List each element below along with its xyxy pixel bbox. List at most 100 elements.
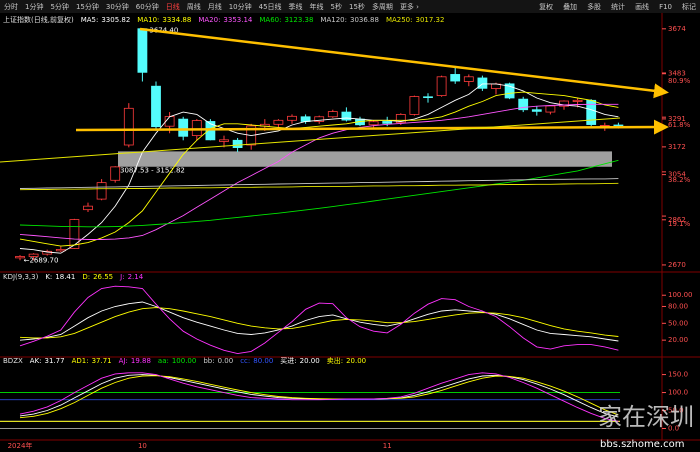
toolbar-item[interactable]: 分时	[4, 2, 18, 11]
legend-value: 80.00	[253, 357, 273, 365]
y-tick-label: 100.0	[668, 389, 688, 397]
toolbar-item[interactable]: 复权	[539, 2, 553, 11]
legend-value: 3305.82	[101, 16, 130, 24]
toolbar-item[interactable]: 标记	[682, 2, 696, 11]
candle-body	[395, 114, 406, 124]
legend-name: AD1:	[72, 357, 89, 365]
toolbar-item[interactable]: 15秒	[349, 2, 365, 11]
toolbar-item[interactable]: 1分钟	[25, 2, 43, 11]
toolbar-item[interactable]: 60分钟	[136, 2, 159, 11]
watermark-title: 家在深圳	[598, 403, 694, 431]
indicator-line	[19, 301, 619, 342]
y-tick-label: 3483	[668, 70, 686, 78]
indicator-line	[19, 285, 619, 355]
candle-body	[463, 76, 474, 82]
y-tick-label: 61.8%	[668, 121, 691, 129]
candle-body	[28, 253, 39, 257]
candle-body	[83, 205, 93, 211]
watermark: 家在深圳 bbs.szhome.com	[598, 403, 694, 450]
legend-value: 3017.32	[416, 16, 445, 24]
legend-name: J:	[119, 273, 124, 281]
candle-body	[15, 256, 25, 259]
toolbar-item[interactable]: 45日线	[259, 2, 282, 11]
toolbar-item[interactable]: 周线	[187, 2, 201, 11]
legend-name: 卖出:	[327, 356, 343, 365]
toolbar-item[interactable]: 季线	[289, 2, 303, 11]
candle-body	[219, 139, 229, 142]
legend-name: AK:	[30, 357, 42, 365]
candle-body	[314, 116, 325, 122]
toolbar-item[interactable]: 月线	[208, 2, 222, 11]
toolbar-item[interactable]: 多周期	[372, 2, 393, 11]
candle-body	[423, 96, 433, 98]
x-tick-label: 10	[138, 442, 147, 450]
candle-body	[191, 120, 202, 136]
legend-value: 18.41	[55, 273, 75, 281]
indicator-line	[19, 91, 619, 247]
legend-value: 3334.88	[162, 16, 191, 24]
indicator-line	[19, 159, 619, 228]
legend-name: AJ:	[119, 357, 128, 365]
toolbar-item[interactable]: F10	[659, 3, 672, 11]
y-tick-label: 19.1%	[668, 220, 691, 228]
y-tick-label: 80.9%	[668, 77, 691, 85]
legend-value: 31.77	[45, 357, 65, 365]
legend-name: cc:	[240, 357, 250, 365]
toolbar-item[interactable]: 日线	[166, 2, 180, 11]
legend-name: MA10:	[137, 16, 159, 24]
toolbar-item[interactable]: 10分钟	[229, 2, 252, 11]
legend-name: bb:	[203, 357, 214, 365]
candle-body	[96, 182, 107, 200]
candle-body	[273, 119, 284, 125]
legend-value: 3123.38	[284, 16, 313, 24]
toolbar-item[interactable]: 多股	[587, 2, 601, 11]
candle-body	[518, 98, 529, 111]
candle-body	[327, 111, 338, 118]
y-tick-label: 2862	[668, 216, 686, 224]
legend-value: 2.14	[128, 273, 144, 281]
indicator-line	[19, 182, 619, 191]
y-tick-label: 3054	[668, 171, 686, 179]
legend-value: 20.00	[346, 357, 366, 365]
trend-line	[139, 27, 669, 99]
legend-name: MA5:	[81, 16, 99, 24]
y-tick-label: 150.0	[668, 371, 688, 379]
toolbar-item[interactable]: 30分钟	[106, 2, 129, 11]
indicator-line	[19, 83, 619, 254]
toolbar-item[interactable]: 更多 ›	[400, 2, 419, 11]
y-tick-label: 0.0	[668, 424, 679, 432]
candle-body	[572, 99, 583, 102]
candle-body	[341, 111, 352, 121]
toolbar-item[interactable]: 画线	[635, 2, 649, 11]
candle-body	[137, 28, 148, 73]
y-tick-label: 3291	[668, 115, 686, 123]
x-tick-label: 2024年	[8, 441, 33, 450]
legend-value: 0.00	[218, 357, 234, 365]
legend-value: 26.55	[93, 273, 113, 281]
candle-body	[151, 85, 161, 128]
panel-title: BDZX	[3, 357, 23, 365]
toolbar-item[interactable]: 年线	[310, 2, 324, 11]
legend-value: 20.00	[300, 357, 320, 365]
legend-name: 买进:	[280, 357, 296, 365]
toolbar-item[interactable]: 15分钟	[76, 2, 99, 11]
low-label: ←2689.70	[24, 256, 59, 264]
toolbar	[0, 0, 700, 13]
candle-body	[110, 166, 121, 181]
indicator-line	[19, 375, 619, 419]
zone-label: 3087.53 - 3152.82	[120, 167, 185, 175]
legend-value: 19.88	[131, 357, 151, 365]
candle-body	[287, 115, 297, 121]
y-tick-label: 3674	[668, 25, 686, 33]
toolbar-item[interactable]: 统计	[611, 2, 625, 11]
panel-title: 上证指数(日线,前复权)	[3, 15, 74, 24]
toolbar-item[interactable]: 叠加	[563, 2, 577, 11]
y-tick-label: 38.2%	[668, 176, 691, 184]
candle-body	[232, 139, 243, 148]
y-tick-label: 3172	[668, 143, 686, 151]
toolbar-item[interactable]: 5分钟	[50, 2, 68, 11]
candle-body	[69, 219, 80, 249]
watermark-url: bbs.szhome.com	[600, 439, 684, 450]
toolbar-item[interactable]: 5秒	[331, 2, 342, 11]
